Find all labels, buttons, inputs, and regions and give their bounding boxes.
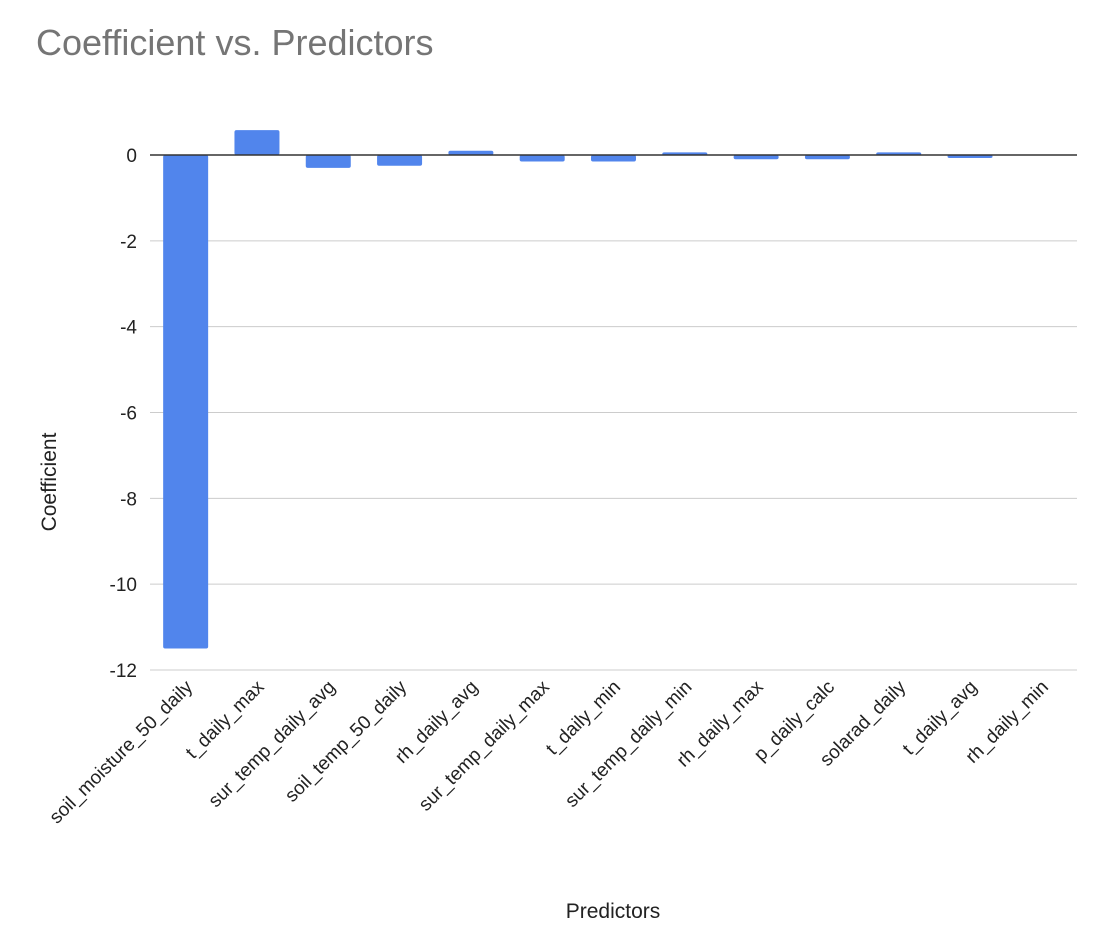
bar-p_daily_calc (804, 155, 850, 160)
bar-sur_temp_daily_avg (305, 155, 351, 168)
bar-soil_moisture_50_daily (163, 155, 209, 649)
y-tick-label: -6 (120, 404, 137, 425)
y-tick-labels: 0 -2 -4 -6 -8 -10 -12 (110, 146, 138, 682)
y-tick-label: -10 (110, 575, 137, 596)
chart-title: Coefficient vs. Predictors (36, 22, 434, 63)
bar-sur_temp_daily_max (519, 155, 565, 162)
y-tick-label: -12 (110, 661, 137, 682)
gridlines (150, 240, 1077, 671)
bars (163, 130, 993, 649)
bar-rh_daily_avg (448, 150, 494, 155)
bar-rh_daily_max (733, 155, 779, 160)
bar-soil_temp_50_daily (377, 155, 423, 166)
y-tick-label: -4 (120, 318, 137, 339)
y-tick-label: -2 (120, 232, 137, 253)
x-tick-label: sur_temp_daily_max (415, 676, 554, 815)
y-tick-label: 0 (126, 146, 137, 167)
x-tick-label: soil_temp_50_daily (281, 676, 411, 806)
y-axis-title: Coefficient (38, 432, 61, 531)
y-tick-label: -8 (120, 489, 137, 510)
x-tick-label: sur_temp_daily_min (561, 677, 696, 812)
bar-t_daily_min (591, 155, 636, 162)
bar-t_daily_max (234, 130, 280, 155)
x-axis-title: Predictors (566, 900, 661, 923)
x-tick-labels: soil_moisture_50_dailyt_daily_maxsur_tem… (46, 676, 1053, 828)
x-tick-label: soil_moisture_50_daily (46, 676, 198, 828)
x-tick-label: sur_temp_daily_avg (205, 677, 340, 812)
